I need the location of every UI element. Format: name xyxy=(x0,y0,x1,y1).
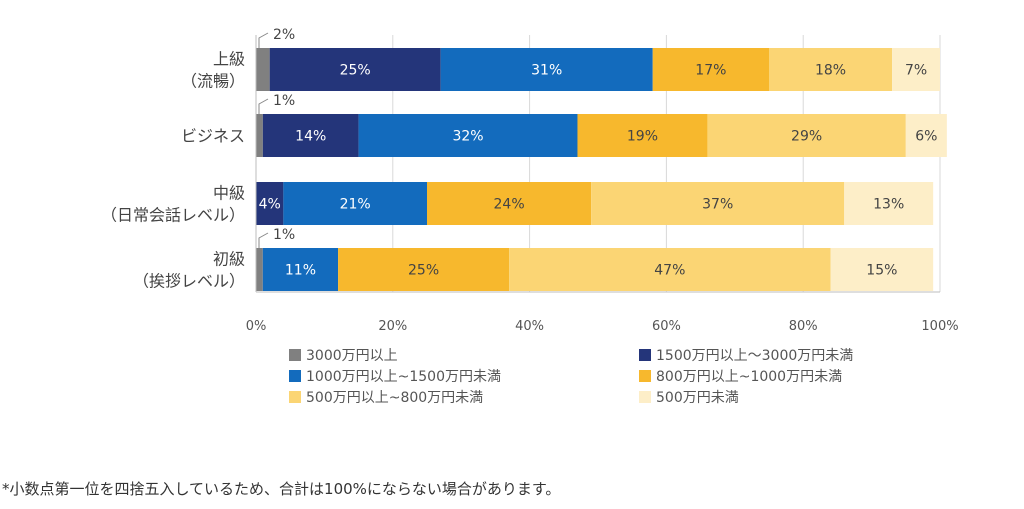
data-label: 18% xyxy=(815,63,846,79)
x-tick-label: 40% xyxy=(515,319,544,334)
bar-segment xyxy=(358,114,578,157)
bar-segment xyxy=(830,248,934,291)
bar-segment xyxy=(269,48,441,91)
data-label: 1% xyxy=(273,227,295,243)
data-label: 6% xyxy=(915,129,937,145)
legend-item: 500万円未満 xyxy=(639,387,929,406)
x-tick-label: 100% xyxy=(921,319,958,334)
category-label: ビジネス xyxy=(181,127,245,146)
data-label: 14% xyxy=(295,129,326,145)
legend-swatch xyxy=(289,369,301,382)
bar-segment xyxy=(707,114,906,157)
bar-segment xyxy=(427,182,592,225)
bar-segment xyxy=(440,48,653,91)
category-label: 初級 xyxy=(213,250,245,269)
leader-line xyxy=(258,32,269,48)
legend-swatch xyxy=(289,390,301,403)
legend-item: 1500万円以上～3000万円未満 xyxy=(639,345,929,364)
category-label: 上級 xyxy=(213,50,245,69)
data-label: 4% xyxy=(259,197,281,213)
chart-legend: 3000万円以上 1500万円以上～3000万円未満 1000万円以上~1500万円… xyxy=(289,345,929,406)
data-label: 25% xyxy=(408,263,439,279)
legend-label: 1500万円以上～3000万円未満 xyxy=(656,347,854,364)
data-label: 13% xyxy=(873,197,904,213)
leader-line xyxy=(258,232,269,248)
legend-label: 500万円以上~800万円未満 xyxy=(306,389,484,406)
data-label: 25% xyxy=(340,63,371,79)
legend-label: 3000万円以上 xyxy=(306,347,398,364)
bar-segment xyxy=(338,248,510,291)
category-label: 中級 xyxy=(213,184,245,203)
bar-segment xyxy=(262,248,339,291)
bar-segment xyxy=(256,182,284,225)
legend-label: 1000万円以上~1500万円未満 xyxy=(306,368,501,385)
data-label: 7% xyxy=(905,63,927,79)
data-label: 2% xyxy=(273,27,295,43)
legend-item: 3000万円以上 xyxy=(289,345,639,364)
legend-label: 800万円以上~1000万円未満 xyxy=(656,368,843,385)
bar-segment xyxy=(256,114,263,157)
bar-segment xyxy=(509,248,831,291)
legend-swatch xyxy=(639,390,651,403)
category-label: （日常会話レベル） xyxy=(101,206,245,225)
legend-item: 500万円以上~800万円未満 xyxy=(289,387,639,406)
x-tick-label: 80% xyxy=(789,319,818,334)
bar-segment xyxy=(262,114,359,157)
legend-swatch xyxy=(639,369,651,382)
bar-segment xyxy=(769,48,893,91)
stacked-bar-chart: 0% 20% 40% 60% 80% 100% 2% 25% 31% 17% 18% 7% 上級 （流暢）… xyxy=(101,27,959,334)
category-label: （流暢） xyxy=(181,72,245,91)
data-label: 31% xyxy=(531,63,562,79)
bar-segment xyxy=(905,114,947,157)
data-label: 15% xyxy=(866,263,897,279)
x-tick-label: 0% xyxy=(246,319,267,334)
x-tick-label: 60% xyxy=(652,319,681,334)
data-label: 21% xyxy=(340,197,371,213)
bar-segment xyxy=(652,48,769,91)
bar-segment xyxy=(844,182,934,225)
data-label: 32% xyxy=(452,129,483,145)
legend-item: 1000万円以上~1500万円未満 xyxy=(289,366,639,385)
data-label: 1% xyxy=(273,93,295,109)
bar-segment xyxy=(577,114,708,157)
x-tick-label: 20% xyxy=(378,319,407,334)
bar-segment xyxy=(256,48,270,91)
legend-swatch xyxy=(289,348,301,361)
data-label: 37% xyxy=(702,197,733,213)
legend-label: 500万円未満 xyxy=(656,389,739,406)
footnote: *小数点第一位を四捨五入しているため、合計は100%にならない場合があります。 xyxy=(2,480,561,498)
leader-line xyxy=(258,98,269,114)
data-label: 24% xyxy=(494,197,525,213)
bar-segment xyxy=(283,182,427,225)
data-label: 47% xyxy=(654,263,685,279)
legend-item: 800万円以上~1000万円未満 xyxy=(639,366,929,385)
bar-segment xyxy=(892,48,940,91)
data-label: 29% xyxy=(791,129,822,145)
bar-segment xyxy=(591,182,845,225)
bar-segment xyxy=(256,248,263,291)
data-label: 11% xyxy=(285,263,316,279)
data-label: 19% xyxy=(627,129,658,145)
data-label: 17% xyxy=(695,63,726,79)
legend-swatch xyxy=(639,348,651,361)
category-label: （挨拶レベル） xyxy=(133,272,245,291)
